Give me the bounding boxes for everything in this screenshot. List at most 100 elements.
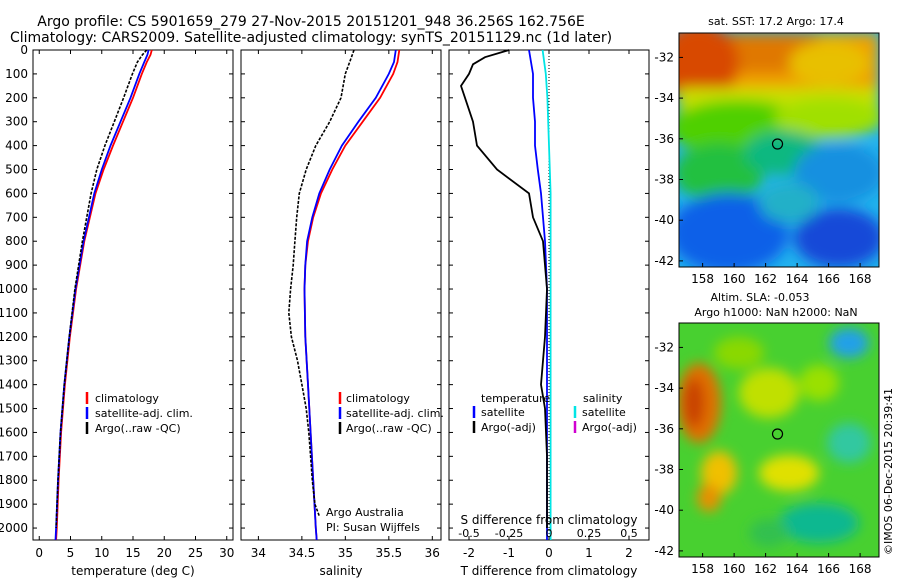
depth-tick-label: 1100 <box>0 306 28 320</box>
depth-tick-label: 200 <box>5 91 28 105</box>
argo-location-marker <box>771 428 784 440</box>
sst-map-title: sat. SST: 17.2 Argo: 17.4 <box>708 15 844 28</box>
sla-map-subtitle: Argo h1000: NaN h2000: NaN <box>694 306 857 319</box>
x2-tick-label: 0 <box>546 527 553 540</box>
lat-tick-label: -38 <box>654 173 674 187</box>
difference-series-group <box>460 49 552 540</box>
temperature-axis: 0 5 10 15 20 25 30 <box>35 50 234 560</box>
depth-tick-label: 1800 <box>0 473 28 487</box>
lat-tick-label: -36 <box>654 132 674 146</box>
legend-label-temp-satellite: satellite <box>481 406 525 419</box>
sst-longitude-axis: 158 160 162 164 166 168 <box>691 263 872 286</box>
lon-tick-label: 164 <box>786 272 809 286</box>
depth-tick-label: 1000 <box>0 282 28 296</box>
temperature-series-group <box>54 49 153 541</box>
temperature-profile-panel: 0100200300400500600700800900100011001200… <box>0 43 649 578</box>
depth-tick-label: 1900 <box>0 497 28 511</box>
x2-tick-label: -0.5 <box>458 527 479 540</box>
depth-tick-label: 2000 <box>0 521 28 535</box>
lat-tick-label: -42 <box>654 254 674 268</box>
lon-tick-label: 168 <box>849 562 872 576</box>
series-line-temperature-satellite <box>528 49 548 540</box>
lon-tick-label: 158 <box>691 562 714 576</box>
argo-location-marker <box>771 138 784 150</box>
lat-tick-label: -38 <box>654 463 674 477</box>
sla-map-frame <box>678 322 880 558</box>
legend-label-climatology: climatology <box>346 392 410 405</box>
legend-label-satellite: satellite-adj. clim. <box>95 407 193 420</box>
sla-latitude-axis: -32 -34 -36 -38 -40 -42 <box>654 340 683 558</box>
argo-australia-annotation: Argo Australia <box>326 506 404 519</box>
temperature-legend: climatology satellite-adj. clim. Argo(..… <box>85 392 193 435</box>
depth-tick-label: 1400 <box>0 378 28 392</box>
legend-label-temp-argo: Argo(-adj) <box>481 421 536 434</box>
series-line-satellite-adj-clim- <box>303 49 397 541</box>
legend-label-sal-satellite: satellite <box>582 406 626 419</box>
pi-annotation: PI: Susan Wijffels <box>326 521 420 534</box>
depth-tick-label: 700 <box>5 210 28 224</box>
difference-legend: temperature satellite Argo(-adj) salinit… <box>472 392 637 434</box>
x-tick-label: 35.5 <box>375 546 402 560</box>
x-tick-label: 35 <box>338 546 353 560</box>
lon-tick-label: 158 <box>691 272 714 286</box>
x2-tick-label: 0.25 <box>577 527 602 540</box>
figure-title-line2: Climatology: CARS2009. Satellite-adjuste… <box>10 30 612 46</box>
x-tick-label: 34.5 <box>289 546 316 560</box>
sla-map-image <box>679 323 879 557</box>
x-tick-label: -2 <box>463 546 475 560</box>
sst-latitude-axis: -32 -34 -36 -38 -40 -42 <box>654 50 683 268</box>
lat-tick-label: -34 <box>654 91 674 105</box>
x-tick-label: 34 <box>251 546 266 560</box>
x-tick-label: -1 <box>503 546 515 560</box>
lat-tick-label: -36 <box>654 422 674 436</box>
depth-tick-label: 800 <box>5 234 28 248</box>
legend-header-temperature: temperature <box>481 392 550 405</box>
depth-axis: 0 100 200 300 400 500 600 700 800 900 1000 1100 1200… <box>0 43 649 535</box>
depth-tick-label: 1200 <box>0 330 28 344</box>
depth-tick-label: 600 <box>5 186 28 200</box>
legend-label-argo: Argo(..raw -QC) <box>95 422 181 435</box>
depth-tick-label: 400 <box>5 139 28 153</box>
x2-tick-label: -0.25 <box>495 527 523 540</box>
series-line-salinity-satellite <box>541 49 552 540</box>
sla-map-title: Altim. SLA: -0.053 <box>710 291 809 304</box>
salinity-plot-frame <box>240 49 442 541</box>
salinity-legend: climatology satellite-adj. clim. Argo(..… <box>338 392 444 435</box>
x-tick-label: 20 <box>157 546 172 560</box>
s-difference-axis: -0.5 -0.25 0 0.25 0.5 <box>458 527 637 540</box>
salinity-axis: 34 34.5 35 35.5 36 <box>251 50 440 560</box>
x-tick-label: 0 <box>545 546 553 560</box>
lon-tick-label: 162 <box>754 562 777 576</box>
sst-map-image <box>679 33 879 267</box>
difference-profile-panel: -2 -1 0 1 2 -0.5 -0.25 0 0.25 0.5 T difference f… <box>448 49 650 578</box>
x-tick-label: 15 <box>125 546 140 560</box>
lon-tick-label: 160 <box>723 272 746 286</box>
imos-credit: ©IMOS 06-Dec-2015 20:39:41 <box>882 388 895 555</box>
lon-tick-label: 166 <box>817 272 840 286</box>
legend-label-climatology: climatology <box>95 392 159 405</box>
series-line-argo-raw-qc- <box>287 49 355 517</box>
lat-tick-label: -42 <box>654 544 674 558</box>
legend-header-salinity: salinity <box>583 392 623 405</box>
legend-label-argo: Argo(..raw -QC) <box>346 422 432 435</box>
sla-longitude-axis: 158 160 162 164 166 168 <box>691 553 872 576</box>
x-tick-label: 0 <box>35 546 43 560</box>
x-tick-label: 36 <box>425 546 440 560</box>
sla-map-panel: Altim. SLA: -0.053 Argo h1000: NaN h2000… <box>654 291 880 576</box>
series-line-satellite-adj-clim- <box>54 49 150 541</box>
t-difference-axis-label: T difference from climatology <box>460 564 638 578</box>
x-tick-label: 5 <box>67 546 75 560</box>
depth-tick-label: 1600 <box>0 425 28 439</box>
salinity-axis-label: salinity <box>319 564 362 578</box>
lon-tick-label: 166 <box>817 562 840 576</box>
lat-tick-label: -40 <box>654 503 674 517</box>
x-tick-label: 25 <box>188 546 203 560</box>
depth-tick-label: 1500 <box>0 402 28 416</box>
depth-tick-label: 100 <box>5 67 28 81</box>
series-line-temperature-argo-adj- <box>460 49 548 528</box>
depth-tick-label: 1700 <box>0 449 28 463</box>
depth-tick-label: 0 <box>20 43 28 57</box>
legend-label-sal-argo: Argo(-adj) <box>582 421 637 434</box>
depth-tick-label: 500 <box>5 163 28 177</box>
